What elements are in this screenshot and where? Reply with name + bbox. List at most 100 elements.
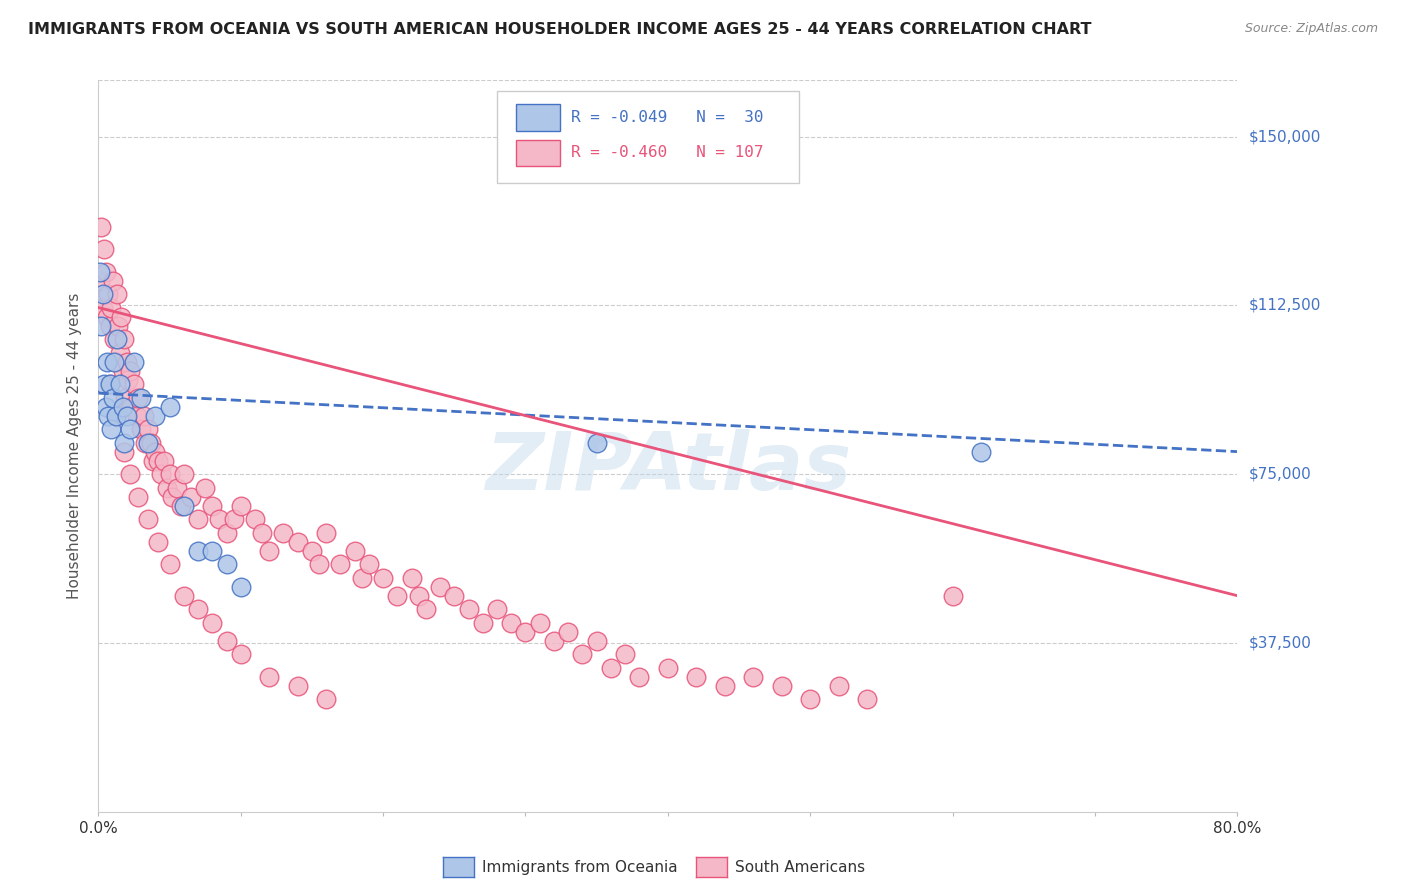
Point — [150, 467, 173, 482]
Point — [387, 589, 409, 603]
Point — [159, 400, 181, 414]
Point — [103, 332, 125, 346]
Point — [111, 363, 134, 377]
Point — [457, 602, 479, 616]
Point — [111, 400, 134, 414]
Point — [104, 354, 127, 368]
Point — [529, 615, 551, 630]
Point — [501, 615, 523, 630]
Point — [614, 647, 637, 661]
Point — [194, 481, 217, 495]
Point — [714, 679, 737, 693]
Point — [94, 400, 117, 414]
Point — [486, 602, 509, 616]
Text: $37,500: $37,500 — [1249, 635, 1312, 650]
Point — [100, 422, 122, 436]
Point — [408, 589, 430, 603]
Point — [115, 409, 138, 423]
Point — [600, 661, 623, 675]
Point — [343, 543, 366, 558]
Point — [104, 409, 127, 423]
Point — [101, 274, 124, 288]
Point — [148, 534, 170, 549]
Point — [100, 301, 122, 315]
Point — [243, 512, 266, 526]
Point — [166, 481, 188, 495]
Point — [187, 602, 209, 616]
Point — [471, 615, 494, 630]
Point — [571, 647, 593, 661]
Point — [350, 571, 373, 585]
Point — [215, 557, 238, 571]
Point — [117, 373, 139, 387]
Point — [273, 525, 295, 540]
Bar — [516, 139, 560, 166]
Point — [91, 287, 114, 301]
Point — [98, 377, 121, 392]
Text: Immigrants from Oceania: Immigrants from Oceania — [482, 860, 678, 874]
Point — [91, 301, 114, 315]
Point — [136, 435, 159, 450]
Point — [153, 453, 176, 467]
Point — [329, 557, 352, 571]
Point — [170, 499, 193, 513]
Point — [96, 310, 118, 324]
Point — [301, 543, 323, 558]
Point — [110, 310, 132, 324]
Point — [118, 422, 141, 436]
Point — [201, 615, 224, 630]
Point — [799, 692, 821, 706]
Point — [856, 692, 879, 706]
Point — [103, 354, 125, 368]
Point — [156, 481, 179, 495]
Point — [129, 391, 152, 405]
Point — [259, 543, 281, 558]
Point — [118, 467, 141, 482]
Point — [828, 679, 851, 693]
Point — [429, 580, 451, 594]
Point — [180, 490, 202, 504]
Point — [557, 624, 579, 639]
Point — [129, 422, 152, 436]
Point — [105, 287, 128, 301]
Point — [543, 633, 565, 648]
Point — [125, 409, 148, 423]
Point — [585, 435, 607, 450]
Point — [315, 692, 337, 706]
Point — [118, 363, 141, 377]
Point — [93, 377, 115, 392]
Point — [89, 274, 111, 288]
Point — [628, 670, 651, 684]
Point — [112, 444, 135, 458]
Text: ZIPAtlas: ZIPAtlas — [485, 429, 851, 507]
Point — [159, 467, 181, 482]
Point — [97, 287, 120, 301]
Point — [159, 557, 181, 571]
Point — [139, 435, 162, 450]
Text: IMMIGRANTS FROM OCEANIA VS SOUTH AMERICAN HOUSEHOLDER INCOME AGES 25 - 44 YEARS : IMMIGRANTS FROM OCEANIA VS SOUTH AMERICA… — [28, 22, 1091, 37]
Point — [229, 647, 252, 661]
Point — [141, 453, 163, 467]
Point — [114, 391, 136, 405]
Point — [148, 453, 170, 467]
Point — [942, 589, 965, 603]
Point — [515, 624, 537, 639]
Point — [94, 264, 117, 278]
Text: $112,500: $112,500 — [1249, 298, 1320, 313]
Point — [104, 409, 127, 423]
Point — [208, 512, 231, 526]
Point — [145, 444, 167, 458]
Point — [173, 499, 195, 513]
Y-axis label: Householder Income Ages 25 - 44 years: Householder Income Ages 25 - 44 years — [67, 293, 83, 599]
Point — [201, 543, 224, 558]
Text: R = -0.049   N =  30: R = -0.049 N = 30 — [571, 110, 763, 125]
Point — [89, 264, 111, 278]
Point — [105, 332, 128, 346]
Point — [287, 534, 309, 549]
Point — [120, 400, 142, 414]
Point — [215, 633, 238, 648]
Point — [657, 661, 679, 675]
Point — [108, 377, 131, 392]
Point — [585, 633, 607, 648]
Point — [187, 512, 209, 526]
